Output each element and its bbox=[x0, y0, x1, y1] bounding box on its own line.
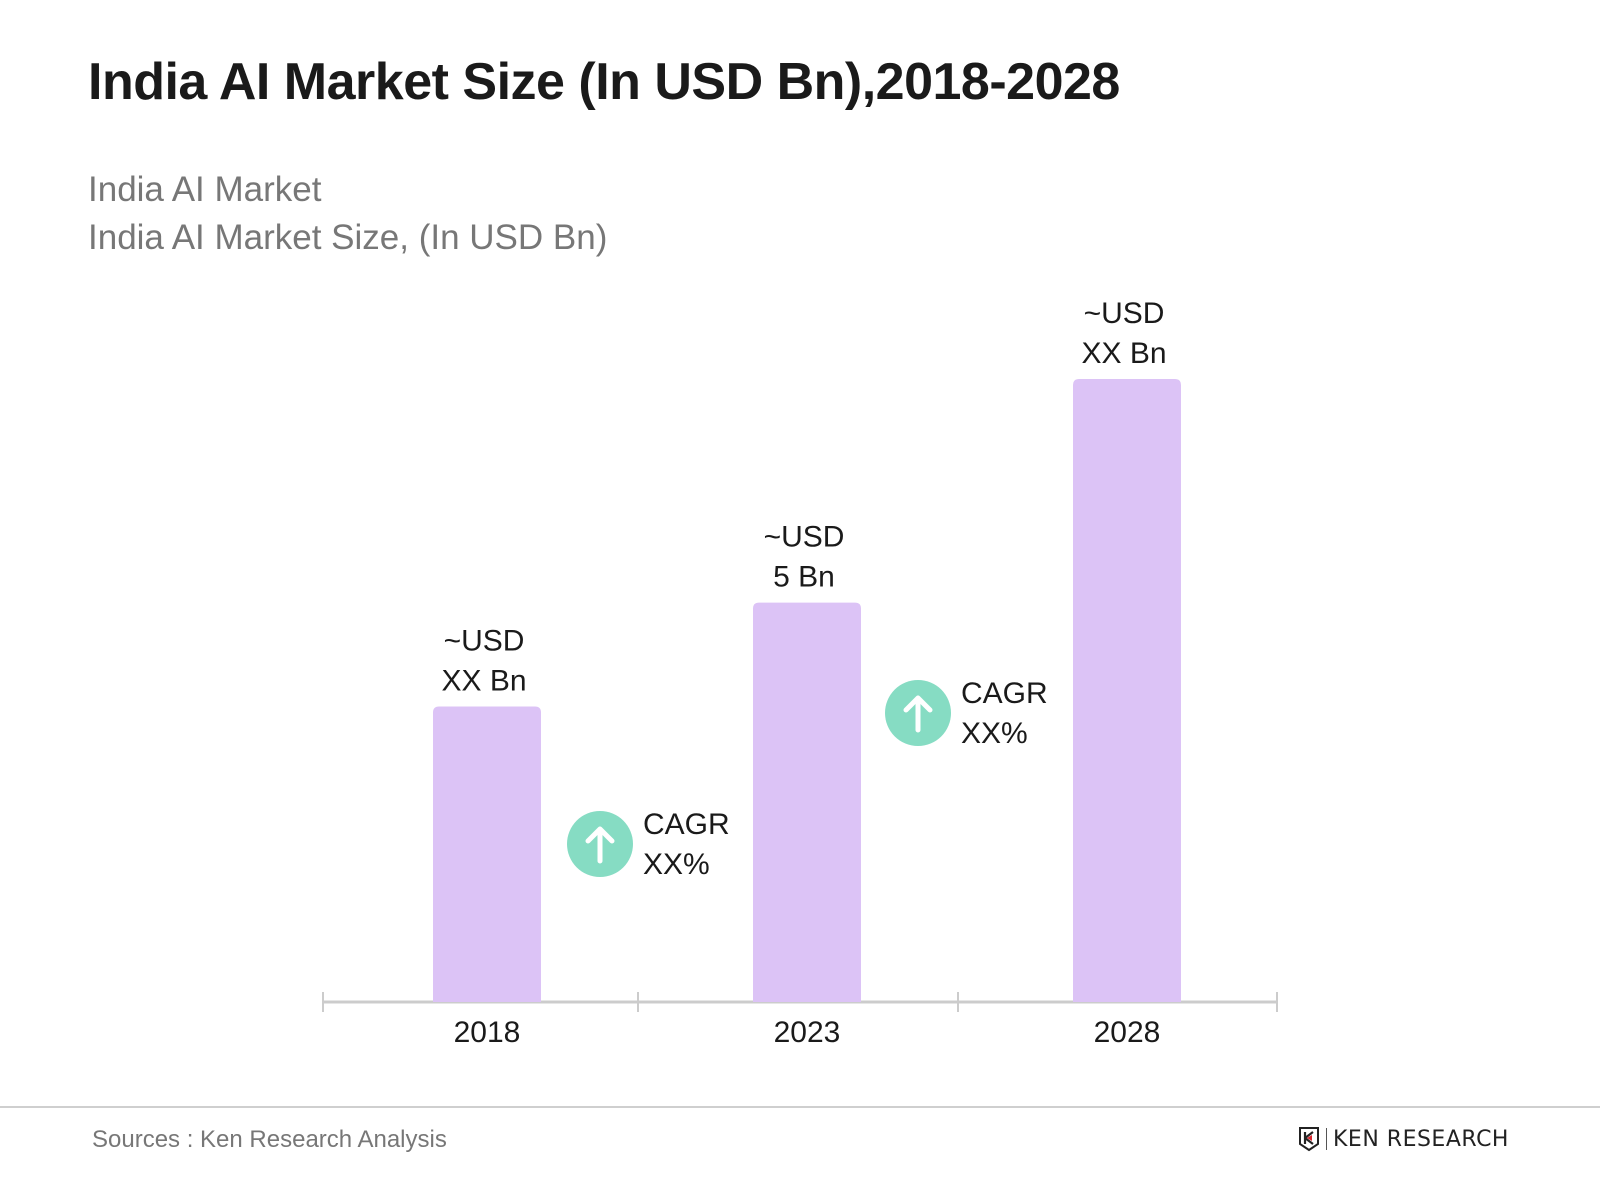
data-label: XX Bn bbox=[1081, 337, 1166, 370]
cagr-annotation: CAGR bbox=[961, 677, 1048, 710]
bar-chart: 2018 ~USD XX Bn 2023 ~USD 5 Bn 2028 ~USD XX Bn CA… bbox=[322, 297, 1278, 1049]
bar-2028 bbox=[1073, 379, 1181, 1002]
ken-logo-shield-icon bbox=[1299, 1127, 1319, 1152]
cagr-annotation: XX% bbox=[961, 717, 1028, 750]
x-tick-label: 2023 bbox=[774, 1016, 841, 1049]
ken-research-logo: KEN RESEARCH bbox=[1298, 1126, 1509, 1152]
x-tick-label: 2028 bbox=[1094, 1016, 1161, 1049]
chart-subtitle: India AI Market bbox=[88, 170, 322, 209]
logo-text: KEN RESEARCH bbox=[1333, 1126, 1509, 1152]
bar-2023 bbox=[753, 602, 861, 1002]
data-label: XX Bn bbox=[441, 664, 526, 697]
data-label: ~USD bbox=[444, 624, 525, 657]
data-label: 5 Bn bbox=[773, 561, 835, 594]
arrow-up-icon bbox=[903, 695, 933, 733]
sources-note: Sources : Ken Research Analysis bbox=[92, 1126, 447, 1153]
data-label: ~USD bbox=[764, 521, 845, 554]
arrow-up-icon bbox=[585, 826, 615, 864]
data-label: ~USD bbox=[1084, 297, 1165, 330]
bar-2018 bbox=[433, 706, 541, 1002]
x-tick-label: 2018 bbox=[454, 1016, 521, 1049]
footer-divider bbox=[0, 1106, 1600, 1108]
chart-title: India AI Market Size (In USD Bn),2018-20… bbox=[88, 53, 1120, 111]
chart-subtitle-units: India AI Market Size, (In USD Bn) bbox=[88, 218, 608, 257]
cagr-annotation: CAGR bbox=[643, 808, 730, 841]
cagr-annotation: XX% bbox=[643, 848, 710, 881]
